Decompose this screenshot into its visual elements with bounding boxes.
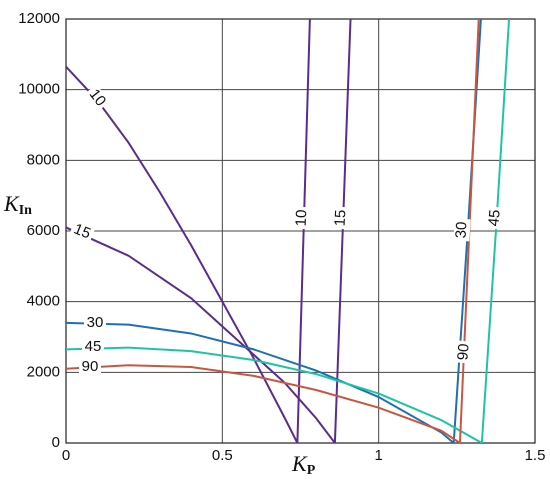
line-label-text: 10: [293, 209, 311, 226]
x-label-sub: P: [307, 463, 316, 478]
x-tick-label: 1.5: [525, 447, 546, 464]
label-bg: [455, 340, 473, 364]
label-bg: [332, 206, 350, 230]
y-tick-label: 4000: [27, 293, 60, 310]
x-tick-label: 1: [374, 447, 382, 464]
y-label-main: K: [3, 191, 20, 216]
y-tick-label: 10000: [18, 81, 60, 98]
line-label: 90: [79, 358, 101, 375]
series-line: [66, 19, 480, 443]
label-bg: [83, 84, 111, 112]
label-bg: [84, 315, 106, 331]
y-label-sub: In: [19, 203, 32, 218]
x-axis-label: KP: [291, 451, 316, 478]
line-label: 10: [83, 84, 111, 112]
x-tick-label: 0: [62, 447, 70, 464]
line-label-text: 15: [71, 221, 93, 243]
y-axis-label: KIn: [3, 191, 32, 218]
line-label: 15: [68, 220, 96, 244]
line-label: 30: [84, 314, 106, 331]
label-bg: [486, 206, 504, 230]
line-label-text: 90: [82, 358, 99, 375]
line-label: 45: [82, 338, 104, 355]
line-label-text: 15: [332, 209, 350, 227]
plot-frame: [65, 18, 536, 444]
line-label-text: 10: [86, 86, 110, 110]
line-label: 30: [453, 218, 471, 242]
y-tick-label: 0: [52, 434, 60, 451]
series-line: [66, 19, 311, 443]
line-label: 90: [454, 340, 473, 364]
label-bg: [453, 218, 471, 242]
line-label: 15: [332, 206, 350, 230]
label-bg: [293, 206, 311, 230]
x-tick-label: 0.5: [212, 447, 233, 464]
line-label-text: 45: [485, 209, 503, 227]
line-label-text: 45: [85, 338, 102, 355]
line-label-text: 30: [87, 314, 104, 331]
line-label: 45: [485, 206, 504, 230]
y-tick-label: 12000: [18, 10, 60, 27]
x-label-main: K: [291, 451, 308, 476]
y-tick-label: 6000: [27, 222, 60, 239]
line-label-text: 90: [454, 343, 472, 361]
label-bg: [68, 220, 96, 244]
label-bg: [82, 339, 104, 355]
line-label-text: 30: [453, 221, 471, 239]
y-tick-label: 2000: [27, 363, 60, 380]
series-line: [66, 19, 511, 443]
y-tick-label: 8000: [27, 151, 60, 168]
label-bg: [79, 359, 101, 375]
line-label: 10: [293, 206, 311, 230]
